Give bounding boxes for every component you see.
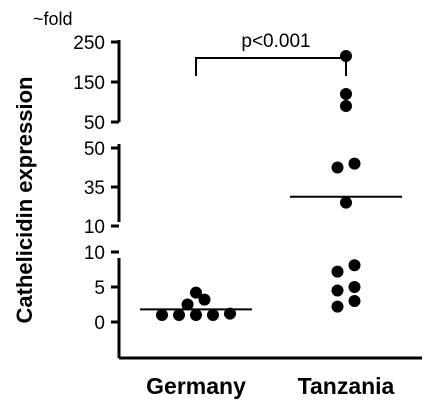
y-tick-label-10: 10 bbox=[84, 243, 105, 264]
data-point-germany bbox=[207, 309, 219, 321]
y-tick-labels: 0 5 10 10 35 50 50 150 250 bbox=[73, 33, 105, 334]
data-points bbox=[156, 50, 361, 321]
y-tick-label-10: 10 bbox=[84, 217, 105, 238]
y-axis-title: Cathelicidin expression bbox=[12, 77, 37, 324]
data-point-germany bbox=[224, 307, 236, 320]
y-tick-label-0: 0 bbox=[94, 313, 105, 334]
data-point-tanzania bbox=[348, 259, 361, 272]
data-point-germany bbox=[156, 309, 168, 321]
data-point-tanzania bbox=[340, 196, 352, 209]
category-label-tanzania: Tanzania bbox=[298, 373, 395, 399]
category-label-germany: Germany bbox=[146, 373, 246, 399]
data-point-tanzania bbox=[340, 100, 352, 112]
significance-bracket bbox=[195, 57, 347, 76]
data-point-tanzania bbox=[331, 161, 344, 174]
y-unit-label: ~fold bbox=[33, 9, 73, 29]
y-tick-label-150: 150 bbox=[73, 73, 105, 94]
data-point-tanzania bbox=[331, 284, 344, 297]
data-point-tanzania bbox=[340, 88, 352, 100]
data-point-germany bbox=[181, 298, 194, 311]
y-axis bbox=[111, 40, 121, 358]
data-point-germany bbox=[173, 309, 185, 321]
data-point-tanzania bbox=[348, 157, 361, 170]
data-point-tanzania bbox=[331, 300, 344, 313]
y-tick-label-50: 50 bbox=[84, 139, 105, 160]
y-tick-label-250: 250 bbox=[73, 33, 105, 54]
data-point-germany bbox=[190, 309, 202, 321]
p-value-annotation: p<0.001 bbox=[241, 31, 310, 52]
data-point-germany bbox=[198, 293, 211, 306]
data-point-tanzania bbox=[348, 295, 361, 307]
median-lines bbox=[140, 195, 402, 311]
y-tick-label-35: 35 bbox=[84, 178, 105, 199]
data-point-tanzania bbox=[348, 281, 361, 293]
data-point-germany bbox=[190, 286, 202, 299]
data-point-tanzania bbox=[340, 50, 352, 62]
data-point-tanzania bbox=[331, 265, 344, 278]
y-tick-label-50: 50 bbox=[84, 113, 105, 134]
y-tick-label-5: 5 bbox=[94, 278, 105, 299]
